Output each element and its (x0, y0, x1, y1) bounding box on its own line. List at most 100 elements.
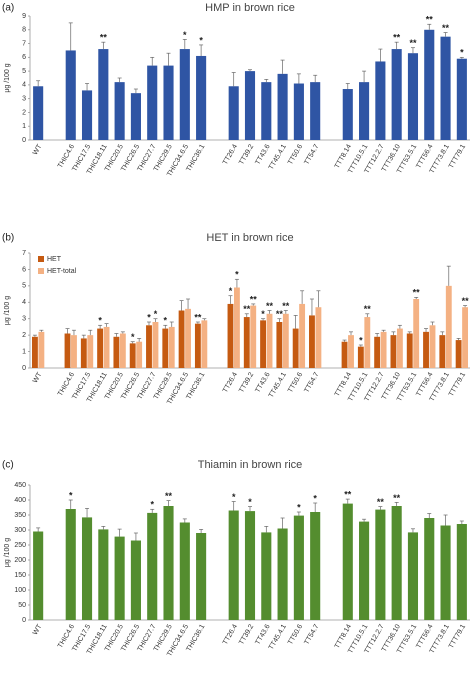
x-tick-label: TT26.4 (222, 623, 239, 646)
bar (282, 313, 289, 368)
x-tick-label: TT43.6 (254, 143, 271, 166)
significance-mark: * (297, 502, 301, 512)
y-tick-label: 0 (22, 137, 26, 144)
y-axis-label: μg /100 g (4, 63, 11, 92)
y-tick-label: 3 (22, 96, 26, 103)
y-tick-label: 7 (22, 40, 26, 47)
significance-mark: ** (276, 309, 284, 319)
bar (185, 308, 191, 368)
x-tick-label: TT54.7 (303, 371, 320, 394)
significance-mark: * (150, 500, 154, 510)
bar (130, 540, 141, 620)
bar (196, 55, 207, 141)
significance-mark: * (235, 270, 239, 280)
panel-label: (c) (2, 460, 14, 471)
bar (357, 346, 364, 368)
bar (407, 532, 419, 620)
significance-mark: * (229, 286, 233, 296)
significance-mark: ** (266, 301, 274, 311)
significance-mark: * (147, 312, 151, 322)
bar (390, 335, 397, 368)
bar (293, 83, 304, 140)
bar (440, 36, 451, 140)
x-tick-label: TT43.6 (254, 623, 271, 646)
x-tick-label: TT50.6 (287, 623, 304, 646)
y-tick-label: 3 (22, 316, 26, 323)
bar (292, 328, 299, 368)
y-tick-label: 450 (14, 482, 26, 489)
bar (87, 335, 94, 368)
bar (455, 340, 462, 368)
bar (391, 506, 402, 620)
legend-label: HET-total (47, 268, 77, 275)
bar (310, 82, 321, 140)
bar (194, 323, 201, 368)
bar (244, 71, 256, 140)
y-tick-label: 6 (22, 54, 26, 61)
bar (103, 326, 110, 368)
significance-mark: * (313, 493, 317, 503)
panel-label: (a) (2, 3, 14, 14)
bar (33, 86, 44, 140)
bar (114, 82, 125, 140)
legend-swatch (38, 256, 44, 262)
y-tick-label: 100 (14, 587, 26, 594)
significance-mark: ** (442, 23, 450, 33)
bar (31, 336, 38, 368)
significance-mark: ** (426, 15, 434, 25)
bar (462, 307, 469, 368)
bar (65, 50, 76, 140)
bar (439, 335, 446, 368)
bar (98, 529, 109, 620)
x-tick-label: TT39.2 (238, 143, 255, 166)
bar (38, 331, 45, 368)
significance-mark: * (154, 309, 158, 319)
x-tick-label: WT (32, 143, 44, 157)
significance-mark: * (199, 35, 203, 45)
bar (342, 89, 353, 140)
bar (413, 299, 420, 368)
bar (119, 333, 126, 368)
y-tick-label: 8 (22, 27, 26, 34)
legend-swatch (38, 268, 44, 274)
x-tick-label: TT26.4 (222, 143, 239, 166)
chart-title: Thiamin in brown rice (198, 459, 303, 471)
x-tick-label: TTT79.1 (448, 623, 467, 650)
y-tick-label: 200 (14, 557, 26, 564)
x-tick-label: TTT79.1 (448, 371, 467, 398)
chart-title: HET in brown rice (206, 232, 293, 244)
bar (375, 509, 386, 620)
bar (299, 303, 306, 368)
bar (276, 322, 283, 368)
bar (391, 49, 402, 140)
significance-mark: ** (243, 304, 251, 314)
y-tick-label: 150 (14, 572, 26, 579)
bar (196, 533, 207, 620)
bar (315, 307, 322, 368)
y-tick-label: 50 (18, 602, 26, 609)
bar (130, 93, 141, 140)
bar (228, 510, 239, 620)
bar (424, 29, 435, 140)
significance-mark: * (359, 335, 363, 345)
y-tick-label: 5 (22, 68, 26, 75)
bar (33, 531, 44, 620)
bar (310, 512, 321, 620)
y-tick-label: 0 (22, 617, 26, 624)
bar (98, 49, 109, 140)
y-axis-label: μg /100 g (4, 538, 11, 567)
bar (429, 325, 436, 368)
bar (179, 49, 190, 140)
bar (424, 518, 435, 620)
significance-mark: * (232, 492, 236, 502)
bar (293, 515, 304, 620)
x-tick-label: TT43.6 (254, 371, 271, 394)
significance-mark: * (164, 316, 168, 326)
bar (380, 331, 387, 368)
bar (81, 90, 93, 140)
bar (359, 82, 370, 140)
significance-mark: ** (344, 489, 352, 499)
significance-mark: ** (364, 304, 372, 314)
y-tick-label: 4 (22, 299, 26, 306)
bar (80, 338, 87, 368)
